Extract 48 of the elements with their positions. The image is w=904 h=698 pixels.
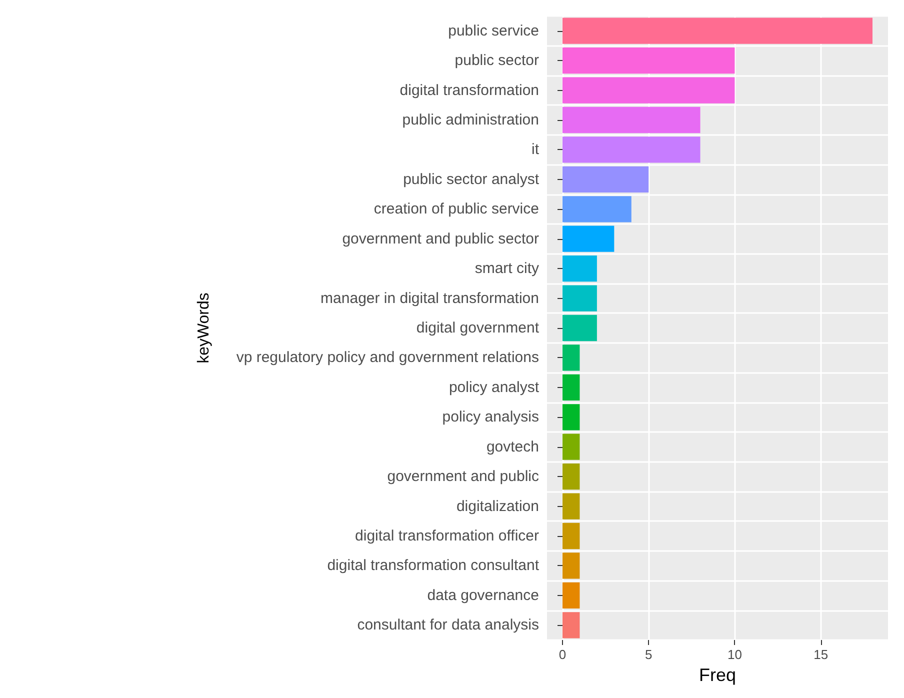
- bar: [562, 77, 735, 104]
- bar: [562, 612, 580, 638]
- y-tick-label: policy analyst: [448, 378, 540, 396]
- y-tick-label: manager in digital transformation: [320, 290, 539, 307]
- y-tick-label: creation of public service: [374, 200, 539, 218]
- bar: [562, 552, 580, 579]
- y-axis-title: keyWords: [196, 292, 212, 364]
- y-tick-label: digital government: [416, 320, 540, 336]
- y-tick-label: vp regulatory policy and government relations: [236, 349, 539, 366]
- y-tick-label: public sector analyst: [403, 170, 540, 188]
- bar: [562, 374, 580, 401]
- bar: [562, 136, 700, 163]
- x-tick-label: 10: [727, 647, 742, 662]
- y-tick-label: government and public sector: [342, 230, 540, 248]
- bar: [562, 493, 580, 520]
- y-tick-label: smart city: [474, 260, 540, 278]
- x-tick-label: 15: [814, 647, 828, 662]
- bar: [562, 166, 649, 193]
- y-tick-label: it: [532, 141, 540, 158]
- bar: [562, 226, 614, 252]
- y-tick-label: govtech: [486, 438, 539, 456]
- y-tick-label: public administration: [402, 112, 539, 128]
- x-axis-title: Freq: [698, 664, 736, 685]
- bar: [562, 434, 580, 460]
- y-tick-label: consultant for data analysis: [357, 616, 539, 634]
- y-tick-label: digital transformation officer: [355, 528, 539, 544]
- y-tick-label: digital transformation consultant: [327, 557, 540, 574]
- bar: [562, 344, 580, 371]
- bar: [562, 522, 580, 550]
- bar: [562, 285, 597, 312]
- y-tick-label: public service: [448, 22, 539, 40]
- bar: [562, 255, 597, 282]
- bar: [562, 106, 700, 134]
- x-tick-label: 5: [644, 647, 652, 662]
- y-tick-label: data governance: [427, 586, 539, 604]
- y-tick-label: digital transformation: [400, 82, 539, 99]
- bar: [562, 404, 580, 430]
- y-tick-label: public sector: [454, 52, 539, 70]
- bar: [562, 314, 597, 342]
- y-tick-label: policy analysis: [442, 408, 539, 426]
- x-tick-label: 0: [558, 647, 566, 662]
- bar: [562, 196, 632, 222]
- y-tick-label: government and public: [387, 468, 540, 486]
- bar: [562, 18, 872, 44]
- y-tick-label: digitalization: [456, 498, 539, 515]
- bar: [562, 47, 735, 74]
- bar: [562, 463, 580, 490]
- bar: [562, 582, 580, 609]
